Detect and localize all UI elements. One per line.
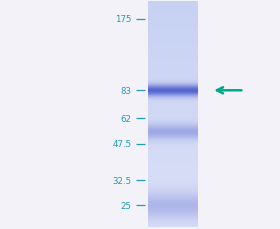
Text: 83: 83 bbox=[121, 86, 132, 95]
Text: 32.5: 32.5 bbox=[113, 176, 132, 185]
Text: 47.5: 47.5 bbox=[113, 140, 132, 149]
Text: 25: 25 bbox=[121, 201, 132, 210]
Text: 62: 62 bbox=[121, 114, 132, 123]
Text: 175: 175 bbox=[115, 15, 132, 24]
